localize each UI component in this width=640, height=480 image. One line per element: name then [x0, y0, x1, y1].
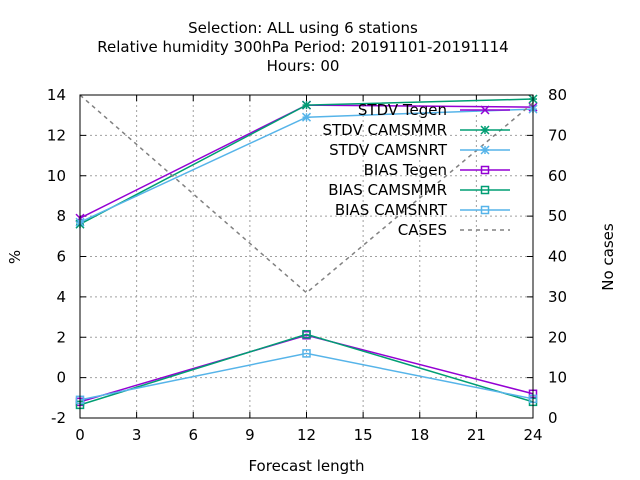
- series-cases: [79, 94, 534, 294]
- series-point: [480, 105, 490, 115]
- chart-title: Selection: ALL using 6 stationsRelative …: [97, 19, 508, 75]
- y2-tick-label: 40: [548, 248, 567, 266]
- x-tick-label: 3: [132, 426, 142, 444]
- y-tick-label: 0: [56, 369, 66, 387]
- y2-tick-label: 10: [548, 369, 567, 387]
- plot-frame: [79, 94, 534, 419]
- y2-tick-label: 80: [548, 86, 567, 104]
- y-axis-label: %: [6, 250, 24, 264]
- title-line: Relative humidity 300hPa Period: 2019110…: [97, 38, 508, 56]
- series-point: [302, 329, 311, 339]
- legend-entry: BIAS CAMSNRT: [335, 201, 510, 219]
- series-point: [480, 165, 490, 175]
- x-tick-label: 12: [297, 426, 316, 444]
- series-line: [79, 333, 534, 406]
- title-line: Selection: ALL using 6 stations: [188, 19, 418, 37]
- y-tick-label: 4: [56, 288, 66, 306]
- series-line: [79, 352, 534, 401]
- y-tick-label: 14: [47, 86, 66, 104]
- y-tick-label: -2: [51, 409, 66, 427]
- legend-entry: STDV CAMSMMR: [322, 121, 510, 139]
- x-tick-label: 18: [410, 426, 429, 444]
- series-point: [480, 185, 490, 195]
- y2-tick-label: 60: [548, 167, 567, 185]
- legend-entry: STDV Tegen: [358, 101, 510, 119]
- legend-label: STDV CAMSNRT: [329, 141, 448, 159]
- x-tick-label: 0: [75, 426, 85, 444]
- y2-tick-label: 30: [548, 288, 567, 306]
- legend-label: BIAS Tegen: [364, 161, 447, 179]
- y2-axis-label: No cases: [599, 223, 617, 291]
- series-point: [301, 100, 312, 110]
- legend-entry: CASES: [398, 221, 510, 239]
- y2-tick-label: 0: [548, 409, 558, 427]
- y2-tick-label: 50: [548, 207, 567, 225]
- legend-entry: BIAS CAMSMMR: [328, 181, 510, 199]
- series-point: [480, 125, 490, 135]
- legend-label: CASES: [398, 221, 447, 239]
- series-point: [301, 112, 312, 122]
- y-tick-label: 10: [47, 167, 66, 185]
- legend: STDV Tegen STDV CAMSMMR STDV CAMSNRT BIAS T…: [322, 101, 510, 239]
- series-point: [480, 205, 490, 215]
- x-tick-label: 21: [467, 426, 486, 444]
- x-axis-label: Forecast length: [248, 457, 364, 475]
- series-line: [79, 94, 534, 294]
- x-tick-label: 24: [523, 426, 542, 444]
- y-tick-label: 6: [56, 248, 66, 266]
- grid: [80, 95, 533, 418]
- legend-label: STDV Tegen: [358, 101, 447, 119]
- series-point: [480, 145, 490, 155]
- title-line: Hours: 00: [267, 57, 340, 75]
- y-tick-label: 2: [56, 328, 66, 346]
- y-tick-label: 8: [56, 207, 66, 225]
- series-bias-tegen: [75, 330, 538, 407]
- legend-label: STDV CAMSMMR: [322, 121, 447, 139]
- series-line: [79, 334, 534, 403]
- legend-label: BIAS CAMSNRT: [335, 201, 448, 219]
- x-tick-label: 9: [245, 426, 255, 444]
- y-tick-label: 12: [47, 126, 66, 144]
- x-tick-label: 6: [188, 426, 198, 444]
- series-point: [302, 349, 311, 358]
- y2-tick-label: 20: [548, 328, 567, 346]
- legend-entry: STDV CAMSNRT: [329, 141, 510, 159]
- legend-entry: BIAS Tegen: [364, 161, 510, 179]
- y2-tick-label: 70: [548, 126, 567, 144]
- x-tick-label: 15: [354, 426, 373, 444]
- axis-ticks: 0 3 6 9 12 15 18 21 24-2024681012140102030405060…: [47, 86, 567, 444]
- legend-label: BIAS CAMSMMR: [328, 181, 447, 199]
